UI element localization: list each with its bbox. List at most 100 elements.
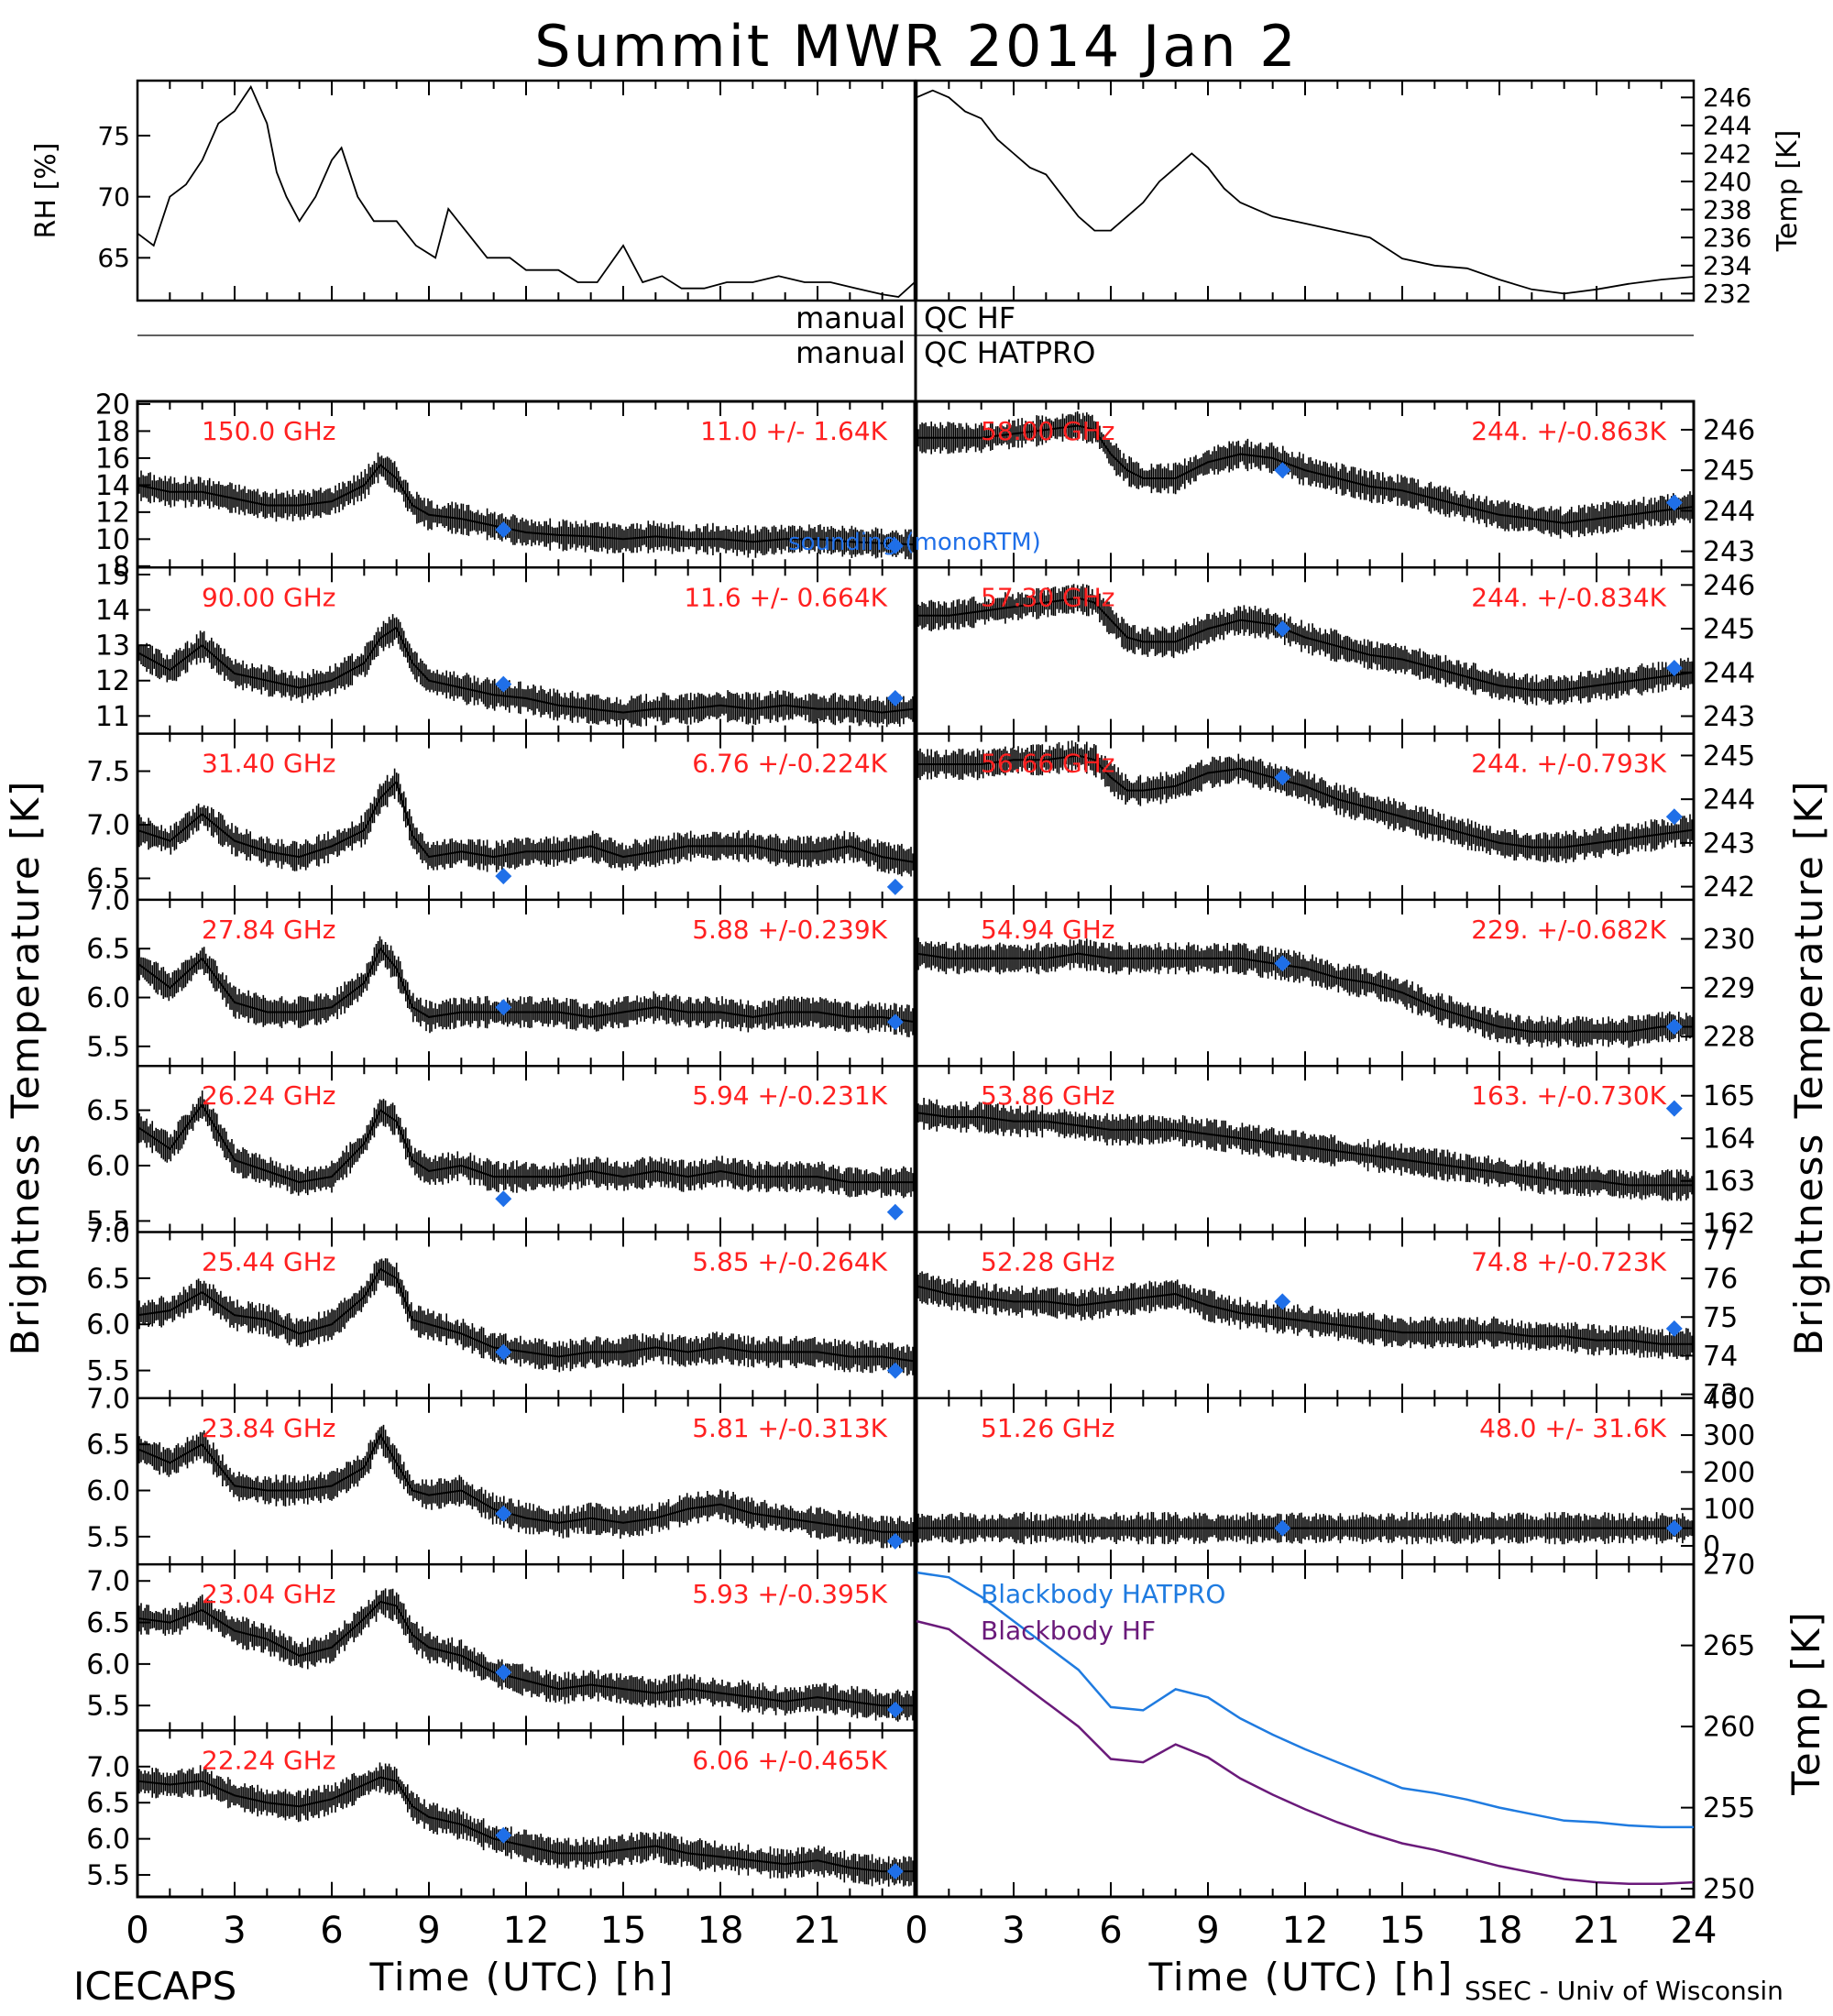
channel-stats: 5.93 +/-0.395K xyxy=(692,1579,887,1609)
bb-y-tick-label: 260 xyxy=(1703,1712,1755,1744)
rh-axis-label: RH [%] xyxy=(30,143,62,239)
qc-left-2: manual xyxy=(796,335,906,370)
bb-y-tick-label: 255 xyxy=(1703,1792,1755,1824)
channel-y-tick-label: 15 xyxy=(95,560,130,592)
channel-y-tick-label: 162 xyxy=(1703,1209,1755,1241)
left-channel-panel: 5.5 6.0 6.5 7.0 23.04 GHz 5.93 +/-0.395K xyxy=(86,1564,916,1732)
frequency-label: 25.44 GHz xyxy=(202,1247,336,1277)
channel-y-tick-label: 6.5 xyxy=(86,1607,130,1639)
channel-y-tick-label: 73 xyxy=(1703,1379,1738,1411)
channel-y-tick-label: 8 xyxy=(113,551,130,583)
channel-y-tick-label: 5.5 xyxy=(86,1031,130,1063)
channel-y-tick-label: 7.0 xyxy=(86,884,130,916)
channel-y-tick-label: 228 xyxy=(1703,1022,1755,1054)
time-tick-label: 24 xyxy=(1671,1910,1718,1952)
rh-y-tick-label: 70 xyxy=(97,181,130,212)
channel-trace-mean xyxy=(916,1112,1694,1187)
channel-trace-mean xyxy=(916,754,1695,849)
channel-trace-mean xyxy=(137,463,916,546)
sounding-marker xyxy=(886,1362,904,1379)
channel-y-tick-label: 245 xyxy=(1703,740,1755,772)
sounding-marker xyxy=(495,675,512,693)
channel-y-tick-label: 18 xyxy=(95,416,130,448)
channel-y-tick-label: 165 xyxy=(1703,1080,1755,1112)
channel-y-tick-label: 6.5 xyxy=(86,934,130,966)
channel-stats: 6.06 +/-0.465K xyxy=(692,1745,887,1775)
frequency-label: 56.66 GHz xyxy=(981,749,1115,779)
rh-y-tick-label: 75 xyxy=(97,121,130,151)
channel-y-tick-label: 300 xyxy=(1703,1420,1755,1452)
rh-y-axis: 65 70 75 xyxy=(97,81,916,301)
channel-y-tick-label: 14 xyxy=(95,470,130,502)
frequency-label: 54.94 GHz xyxy=(981,915,1115,945)
channel-y-tick-label: 242 xyxy=(1703,871,1755,904)
channel-y-tick-label: 243 xyxy=(1703,827,1755,860)
time-tick-label: 15 xyxy=(600,1910,647,1952)
channel-y-tick-label: 11 xyxy=(95,701,130,733)
sounding-marker xyxy=(495,868,512,885)
frequency-label: 150.0 GHz xyxy=(202,416,336,446)
time-tick-label: 18 xyxy=(697,1910,744,1952)
channel-y-tick-label: 12 xyxy=(95,497,130,529)
frequency-label: 52.28 GHz xyxy=(981,1247,1115,1277)
channel-y-tick-label: 7.0 xyxy=(86,1566,130,1598)
sounding-marker xyxy=(1665,660,1683,677)
channel-y-tick-label: 6.5 xyxy=(86,1788,130,1820)
time-tick-label: 0 xyxy=(905,1910,927,1952)
sounding-marker xyxy=(886,878,904,895)
channel-y-tick-label: 6.0 xyxy=(86,1475,130,1507)
time-axes: 0 3 6 9 12 15 18 21 0 3 6 9 12 15 18 21 24 xyxy=(126,1910,1717,1952)
channel-y-tick-label: 75 xyxy=(1703,1302,1738,1334)
right-channel-panel: 73 74 75 76 77 52.28 GHz 74.8 +/-0.723K xyxy=(916,1224,1738,1411)
bb-y-tick-label: 270 xyxy=(1703,1550,1755,1582)
time-tick-label: 3 xyxy=(223,1910,246,1952)
sounding-marker xyxy=(886,537,904,554)
channel-trace-mean xyxy=(137,1776,915,1873)
channel-y-tick-label: 77 xyxy=(1703,1224,1738,1256)
channel-y-tick-label: 230 xyxy=(1703,924,1755,956)
time-tick-label: 12 xyxy=(1282,1910,1329,1952)
sounding-marker xyxy=(1274,620,1291,638)
channel-y-tick-label: 243 xyxy=(1703,536,1755,568)
channel-y-tick-label: 13 xyxy=(95,630,130,663)
sounding-marker xyxy=(1274,955,1291,972)
channel-y-tick-label: 6.0 xyxy=(86,1150,130,1182)
channel-y-tick-label: 76 xyxy=(1703,1264,1738,1296)
temp-y-tick-label: 240 xyxy=(1703,167,1751,197)
time-tick-label: 3 xyxy=(1002,1910,1025,1952)
channel-y-tick-label: 6.0 xyxy=(86,1309,130,1342)
blackbody-legend-label: Blackbody HF xyxy=(981,1616,1156,1646)
channel-y-tick-label: 100 xyxy=(1703,1494,1755,1526)
channel-y-tick-label: 16 xyxy=(95,443,130,475)
channel-y-tick-label: 7.5 xyxy=(86,756,130,788)
channel-y-tick-label: 244 xyxy=(1703,496,1755,528)
sounding-marker xyxy=(495,1663,512,1681)
right-channel-panel: 228 229 230 54.94 GHz 229. +/-0.682K xyxy=(916,899,1755,1068)
frequency-label: 23.04 GHz xyxy=(202,1579,336,1609)
footer-ssec: SSEC - Univ of Wisconsin xyxy=(1465,1976,1784,2006)
sounding-marker xyxy=(1665,1519,1683,1537)
bb-temp-axis-label: Temp [K] xyxy=(1784,1610,1828,1796)
channel-trace-mean xyxy=(916,952,1694,1033)
time-tick-label: 9 xyxy=(1196,1910,1219,1952)
temp-series-line xyxy=(916,89,1695,295)
qc-right-2: QC HATPRO xyxy=(924,335,1095,370)
channel-stats: 5.85 +/-0.264K xyxy=(692,1247,887,1277)
sounding-marker xyxy=(495,999,512,1016)
sounding-marker xyxy=(495,521,512,539)
channel-stats: 244. +/-0.793K xyxy=(1471,749,1666,779)
sounding-marker xyxy=(1665,1320,1683,1337)
qc-right-1: QC HF xyxy=(924,301,1015,335)
sounding-marker xyxy=(495,1826,512,1844)
channel-y-tick-label: 14 xyxy=(95,595,130,627)
channel-trace-mean xyxy=(916,424,1695,524)
left-channel-panel: 5.5 6.0 6.5 7.0 22.24 GHz 6.06 +/-0.465K xyxy=(86,1730,916,1898)
channel-y-tick-label: 246 xyxy=(1703,570,1755,602)
frequency-label: 23.84 GHz xyxy=(202,1413,336,1443)
channel-y-tick-label: 400 xyxy=(1703,1383,1755,1415)
channel-y-tick-label: 5.5 xyxy=(86,1691,130,1723)
channel-trace-mean xyxy=(137,626,916,714)
time-tick-label: 21 xyxy=(1574,1910,1620,1952)
bb-y-tick-label: 250 xyxy=(1703,1874,1755,1906)
